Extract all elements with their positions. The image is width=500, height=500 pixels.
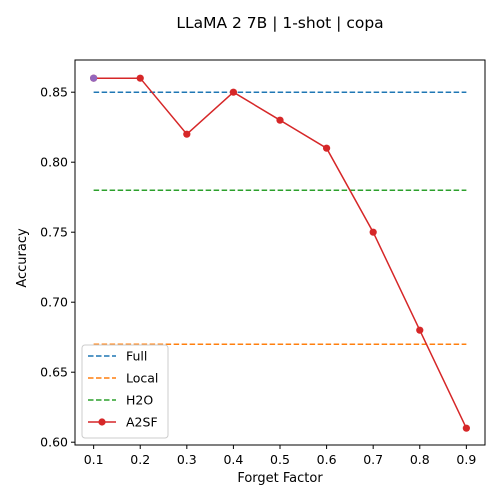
chart-title: LLaMA 2 7B | 1-shot | copa [176,14,383,32]
data-point [416,326,424,334]
legend-label: Local [126,371,158,386]
y-axis-ticks: 0.60 0.65 0.70 0.75 0.80 0.85 [40,85,75,450]
data-point [276,116,284,124]
x-tick-label: 0.2 [130,452,150,467]
data-point [229,88,238,96]
x-tick-label: 0.8 [410,452,430,467]
y-tick-label: 0.75 [40,225,68,240]
baselines-layer [93,91,467,345]
legend-label: H2O [126,393,153,408]
y-tick-label: 0.70 [40,295,68,310]
x-tick-label: 0.3 [177,452,197,467]
data-point [183,130,191,138]
best-point-marker [90,74,98,82]
y-tick-label: 0.85 [40,85,68,100]
legend-marker [98,418,106,426]
legend-label: A2SF [126,415,158,430]
x-tick-label: 0.4 [223,452,243,467]
series-layer [90,74,470,432]
x-tick-label: 0.9 [456,452,476,467]
y-axis-label: Accuracy [15,228,30,288]
x-tick-label: 0.1 [84,452,104,467]
y-tick-label: 0.60 [40,435,68,450]
data-point [462,424,470,432]
legend: Full Local H2O A2SF [81,344,169,439]
y-tick-label: 0.65 [40,365,68,380]
legend-label: Full [126,349,147,364]
data-point [322,144,331,152]
x-tick-label: 0.6 [317,452,337,467]
x-tick-label: 0.7 [363,452,383,467]
y-tick-label: 0.80 [40,155,68,170]
x-axis-ticks: 0.1 0.2 0.3 0.4 0.5 0.6 0.7 0.8 0.9 [84,445,476,467]
legend-box [81,344,169,439]
data-point [369,228,377,236]
data-point [136,74,144,82]
x-axis-label: Forget Factor [237,471,323,486]
x-tick-label: 0.5 [270,452,290,467]
